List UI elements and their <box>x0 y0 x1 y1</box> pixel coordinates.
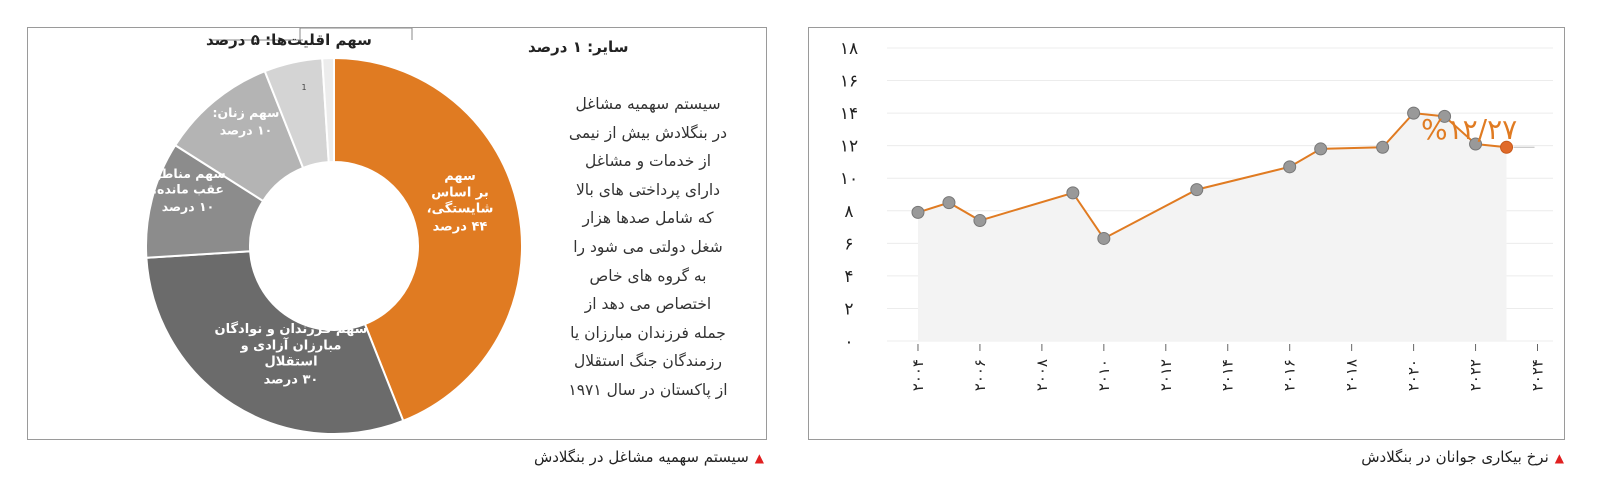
right-caption-text: نرخ بیکاری جوانان در بنگلادش <box>1361 448 1549 466</box>
triangle-icon: ▲ <box>1554 451 1564 465</box>
x-tick-label: ۲۰۰۶ <box>971 359 989 391</box>
data-point <box>911 205 925 219</box>
right-caption: ▲ نرخ بیکاری جوانان در بنگلادش <box>1361 448 1564 466</box>
x-tick-label: ۲۰۱۴ <box>1219 359 1237 391</box>
y-tick-label: ۴ <box>844 267 853 287</box>
data-point <box>1376 140 1390 154</box>
y-tick-label: ۱۶ <box>840 72 858 92</box>
data-point <box>1190 183 1204 197</box>
y-tick-label: ۱۰ <box>840 169 858 189</box>
x-tick-label: ۲۰۱۸ <box>1343 359 1361 391</box>
y-tick-label: ۱۲ <box>840 137 858 157</box>
line-area <box>917 113 1507 341</box>
minorities-callout: سهم اقلیت‌ها: ۵ درصد <box>206 31 372 49</box>
donut-slices <box>145 56 523 435</box>
left-caption-text: سیستم سهمیه مشاغل در بنگلادش <box>533 448 749 466</box>
donut-slice-5 <box>321 56 335 164</box>
donut-slice-1 <box>145 250 405 435</box>
quota-donut-chart: سهم بر اساس شایستگی، ۴۴ درصد سهم فرزندان و ن… <box>145 28 628 435</box>
quota-description: سیستم سهمیه مشاغل در بنگلادش بیش از نیمی… <box>568 95 728 399</box>
quota-chart-panel: سهم بر اساس شایستگی، ۴۴ درصد سهم فرزندان و ن… <box>27 27 767 440</box>
x-tick-label: ۲۰۱۶ <box>1281 359 1299 391</box>
y-tick-label: ۱۴ <box>840 104 858 124</box>
minorities-label: سهم اقلیت‌ها: ۵ درصد <box>206 31 372 49</box>
data-point <box>1314 142 1328 156</box>
x-tick-label: ۲۰۱۰ <box>1095 359 1113 391</box>
x-axis-ticks: ۲۰۰۴ ۲۰۰۶ ۲۰۰۸ ۲۰۱۰ ۲۰۱۲ ۲۰۱۴ ۲۰۱۶ ۲۰۱۸ ۲۰۲۰ ۲۰۲۲… <box>909 344 1547 391</box>
slice-label-1: سهم فرزندان و نوادگان مبارزان آزادی و استق… <box>215 321 368 388</box>
slice-label-3: سهم زنان: ۱۰ درصد <box>213 105 280 138</box>
left-caption: ▲ سیستم سهمیه مشاغل در بنگلادش <box>534 448 764 466</box>
data-point <box>942 196 956 210</box>
y-tick-label: ۱۸ <box>840 39 858 59</box>
data-point <box>1407 106 1421 120</box>
y-tick-label: ۶ <box>844 234 853 254</box>
y-tick-label: ۰ <box>844 332 853 352</box>
others-callout: سایر: ۱ درصد <box>299 28 628 56</box>
x-tick-label: ۲۰۲۲ <box>1467 359 1485 391</box>
donut-slice-0 <box>333 56 523 423</box>
y-tick-label: ۸ <box>844 202 853 222</box>
data-point <box>1469 137 1483 151</box>
x-tick-label: ۲۰۲۴ <box>1529 359 1547 391</box>
x-tick-label: ۲۰۱۲ <box>1157 359 1175 391</box>
series-markers <box>911 106 1514 245</box>
latest-value-label: %۱۲/۲۷ <box>1421 113 1518 146</box>
y-axis-ticks: ۰ ۲ ۴ ۶ ۸ ۱۰ ۱۲ ۱۴ ۱۶ ۱۸ <box>840 39 858 352</box>
data-point <box>1097 231 1111 245</box>
data-point <box>1283 160 1297 174</box>
x-tick-label: ۲۰۰۴ <box>909 359 927 391</box>
x-tick-label: ۲۰۰۸ <box>1033 359 1051 391</box>
data-point <box>1066 186 1080 200</box>
x-tick-label: ۲۰۲۰ <box>1405 359 1423 391</box>
slice-label-0: سهم بر اساس شایستگی، ۴۴ درصد <box>427 169 494 235</box>
triangle-icon: ▲ <box>754 451 764 465</box>
data-point <box>1438 109 1452 123</box>
data-point <box>973 214 987 228</box>
others-inner-mark: 1 <box>301 83 306 92</box>
unemployment-chart-panel: ۰ ۲ ۴ ۶ ۸ ۱۰ ۱۲ ۱۴ ۱۶ ۱۸ ۲۰۰۴ ۲۰۰۶ ۲۰۰۸ ۲۰۱۰ ۲۰۱۲ ۲۰۱۴ ۲… <box>808 27 1565 440</box>
others-label: سایر: ۱ درصد <box>528 38 628 56</box>
slice-label-2: سهم مناطق عقب مانده: ۱۰ درصد <box>150 166 225 214</box>
y-tick-label: ۲ <box>844 299 853 319</box>
data-point <box>1500 140 1514 154</box>
